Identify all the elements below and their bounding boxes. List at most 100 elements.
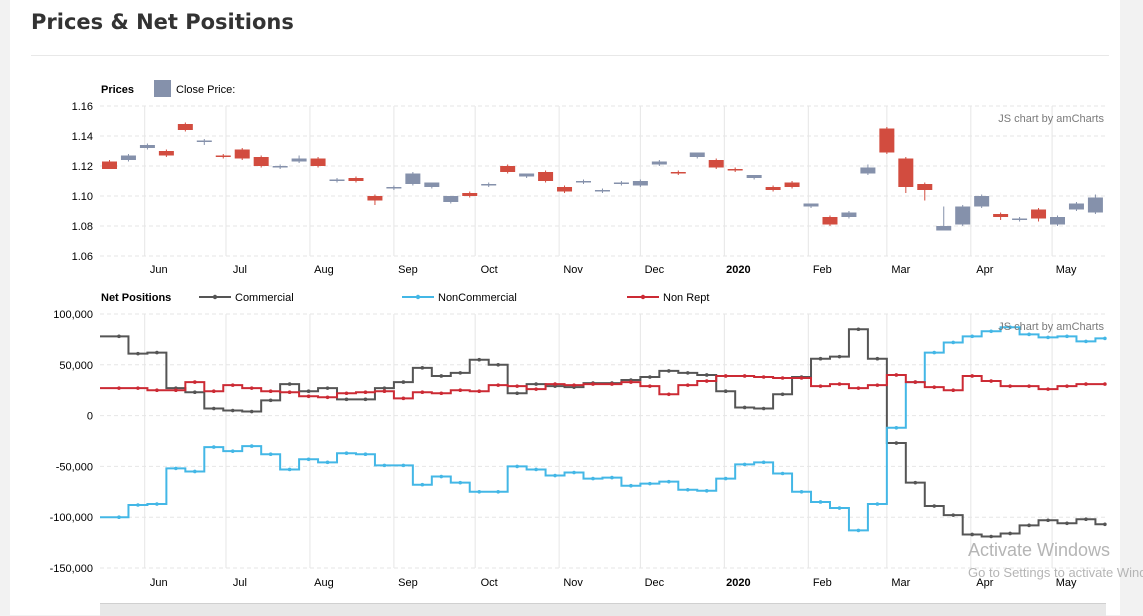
positions-y-tick-label: 50,000 <box>59 360 93 372</box>
nonrept-point <box>211 389 216 394</box>
price-candle <box>348 176 364 183</box>
positions-x-tick-label: Nov <box>563 577 583 589</box>
candle-body <box>481 184 497 186</box>
price-candle <box>1031 208 1047 222</box>
nonrept-point <box>742 374 747 378</box>
commercial-point <box>117 334 121 339</box>
candle-body <box>1068 203 1084 210</box>
noncommercial-legend-label: NonCommercial <box>438 292 517 304</box>
price-candle <box>917 182 933 201</box>
positions-chart-credit[interactable]: JS chart by amCharts <box>998 321 1104 333</box>
nonrept-point <box>1065 384 1069 388</box>
nonrept-point <box>989 379 993 383</box>
positions-x-tick-label: Jun <box>150 577 168 589</box>
price-candle <box>310 157 326 168</box>
close-price-legend-label[interactable]: Close Price: <box>176 84 235 96</box>
candle-body <box>841 212 857 217</box>
noncommercial-point <box>932 350 937 355</box>
price-x-tick-label: Sep <box>398 264 418 276</box>
commercial-point <box>155 350 159 355</box>
nonrept-legend-label: Non Rept <box>663 292 709 304</box>
price-chart-credit[interactable]: JS chart by amCharts <box>998 113 1104 125</box>
price-x-tick-label: Aug <box>314 264 334 276</box>
candle-body <box>803 203 819 207</box>
chart-scrollbar[interactable] <box>100 603 1106 616</box>
commercial-point <box>1046 518 1050 523</box>
positions-gridlines <box>100 313 1106 569</box>
commercial-point <box>458 371 463 375</box>
candle-body <box>329 179 345 181</box>
nonrept-point <box>761 375 766 379</box>
nonrept-point <box>1008 384 1012 388</box>
nonrept-legend-marker <box>640 294 646 300</box>
nonrept-point <box>1046 387 1050 391</box>
noncommercial-point <box>970 334 974 339</box>
commercial-point <box>306 389 311 394</box>
candle-body <box>670 172 686 174</box>
candle-body <box>158 151 174 156</box>
positions-x-axis: Jun Jul Aug Sep Oct Nov Dec 2020 Feb Mar Apr May <box>150 577 1077 589</box>
noncommercial-point <box>477 490 482 494</box>
candle-body <box>443 196 459 202</box>
candle-body <box>177 124 193 130</box>
candle-body <box>879 128 895 153</box>
commercial-point <box>837 354 842 359</box>
commercial-legend-item[interactable]: Commercial <box>199 292 294 304</box>
price-candle <box>727 167 743 172</box>
noncommercial-point <box>117 515 121 519</box>
nonrept-point <box>875 383 880 387</box>
price-y-axis: 1.16 1.14 1.12 1.10 1.08 1.06 <box>72 101 93 263</box>
candle-body <box>594 190 610 192</box>
price-candle <box>557 185 573 193</box>
noncommercial-point <box>439 474 444 479</box>
commercial-point <box>723 389 728 394</box>
commercial-point <box>363 397 368 402</box>
commercial-point <box>780 392 785 397</box>
candle-body <box>765 187 781 190</box>
nonrept-point <box>382 389 387 394</box>
candle-body <box>632 181 648 186</box>
noncommercial-point <box>1084 339 1088 344</box>
noncommercial-legend-item[interactable]: NonCommercial <box>402 292 517 304</box>
close-price-legend-swatch[interactable] <box>154 80 171 97</box>
commercial-point <box>742 405 747 410</box>
price-x-tick-label: May <box>1056 264 1077 276</box>
noncommercial-point <box>363 452 368 457</box>
nonrept-point <box>515 384 519 388</box>
commercial-point <box>534 382 538 386</box>
candle-body <box>613 182 629 184</box>
commercial-point <box>1065 521 1069 526</box>
nonrept-point <box>553 382 557 386</box>
noncommercial-point <box>155 502 159 506</box>
price-candle <box>765 185 781 192</box>
candle-body <box>120 155 136 160</box>
noncommercial-point <box>742 462 747 467</box>
nonrept-point <box>1103 382 1107 386</box>
commercial-point <box>496 363 500 367</box>
commercial-point <box>136 351 140 356</box>
commercial-point <box>875 356 880 361</box>
watermark-line-1: Activate Windows <box>968 540 1111 560</box>
price-candle <box>196 139 212 145</box>
commercial-legend-marker <box>212 294 218 300</box>
noncommercial-point <box>211 445 216 449</box>
nonrept-legend-item[interactable]: Non Rept <box>627 292 709 304</box>
noncommercial-point <box>780 471 785 476</box>
positions-x-tick-label: Mar <box>891 577 910 589</box>
noncommercial-point <box>667 479 671 484</box>
price-candle <box>234 148 250 160</box>
nonrept-point <box>363 390 368 395</box>
candle-body <box>784 182 800 187</box>
nonrept-point <box>325 395 330 400</box>
nonrept-point <box>401 396 406 401</box>
page-title: Prices & Net Positions <box>31 10 294 34</box>
noncommercial-point <box>174 466 178 471</box>
candle-body <box>727 169 743 171</box>
nonrept-point <box>155 388 159 393</box>
candle-body <box>405 173 421 184</box>
price-y-tick-label: 1.14 <box>72 131 93 143</box>
price-candle <box>481 182 497 187</box>
noncommercial-point <box>420 482 425 487</box>
nonrept-point <box>268 389 273 394</box>
positions-series <box>100 325 1107 539</box>
